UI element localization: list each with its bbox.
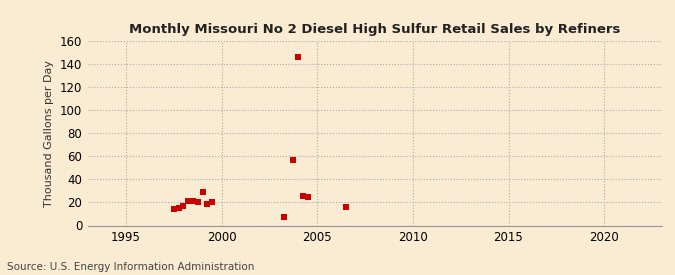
Point bbox=[293, 55, 304, 60]
Point bbox=[288, 158, 299, 162]
Text: Source: U.S. Energy Information Administration: Source: U.S. Energy Information Administ… bbox=[7, 262, 254, 272]
Title: Monthly Missouri No 2 Diesel High Sulfur Retail Sales by Refiners: Monthly Missouri No 2 Diesel High Sulfur… bbox=[129, 23, 620, 36]
Y-axis label: Thousand Gallons per Day: Thousand Gallons per Day bbox=[45, 60, 54, 207]
Point bbox=[169, 207, 180, 211]
Point bbox=[197, 190, 208, 194]
Point bbox=[183, 199, 194, 204]
Point bbox=[302, 194, 313, 199]
Point bbox=[178, 204, 189, 208]
Point bbox=[173, 206, 184, 210]
Point bbox=[278, 215, 289, 220]
Point bbox=[202, 201, 213, 206]
Point bbox=[188, 199, 198, 204]
Point bbox=[340, 205, 351, 209]
Point bbox=[192, 200, 203, 205]
Point bbox=[298, 193, 308, 198]
Point bbox=[207, 200, 217, 205]
